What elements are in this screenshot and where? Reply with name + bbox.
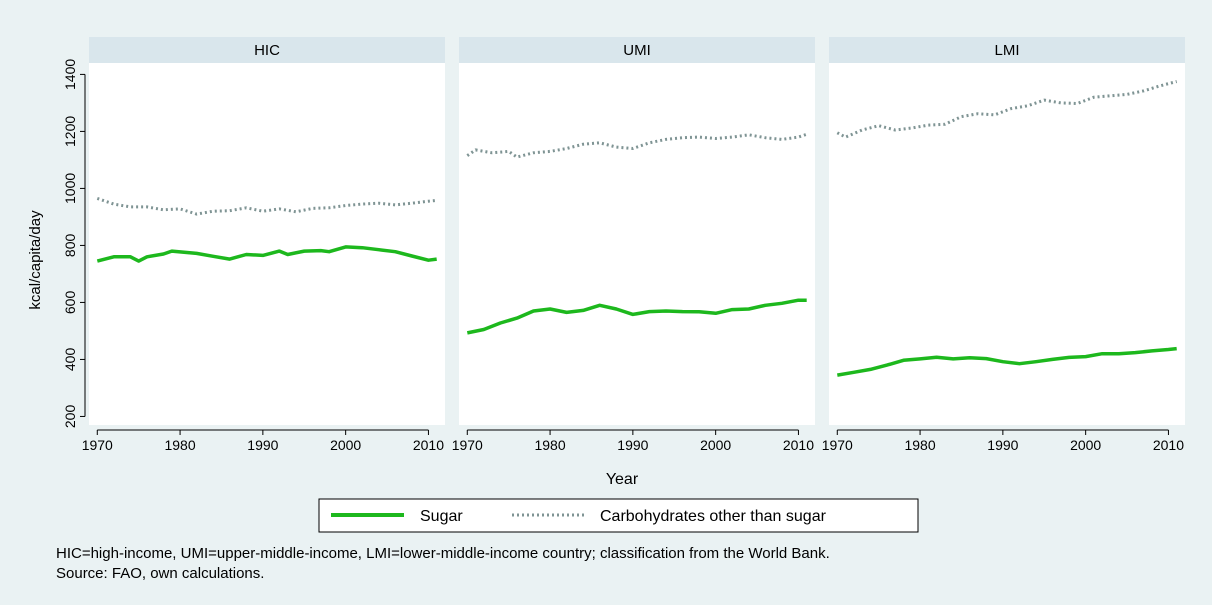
- panel-title: HIC: [254, 42, 280, 59]
- y-tick-label: 400: [62, 348, 78, 372]
- x-tick-label: 2010: [413, 437, 444, 453]
- x-tick-label: 2010: [783, 437, 814, 453]
- panel-header: [89, 37, 445, 63]
- series-line-carbohydrates: [836, 80, 1178, 139]
- y-axis-label: kcal/capita/day: [27, 210, 44, 310]
- footnote-source: Source: FAO, own calculations.: [56, 565, 265, 582]
- x-tick-label: 1970: [82, 437, 113, 453]
- chart-panels: 200 400 600 800 1000 1200 1400 HIC 1970 1980 1990 2…: [62, 37, 1185, 453]
- panel-title: LMI: [994, 42, 1019, 59]
- plot-area: [829, 63, 1185, 425]
- x-tick-label: 1980: [164, 437, 195, 453]
- footnote-classification: HIC=high-income, UMI=upper-middle-income…: [56, 545, 830, 562]
- series-line-sugar: [96, 245, 437, 263]
- x-tick-label: 2010: [1153, 437, 1184, 453]
- legend-label-carbohydrates: Carbohydrates other than sugar: [600, 508, 827, 525]
- x-axis: 1970 1980 1990 2000 2010: [822, 429, 1184, 453]
- x-tick-label: 1980: [904, 437, 935, 453]
- x-axis: 1970 1980 1990 2000 2010: [82, 429, 444, 453]
- x-tick-label: 1980: [534, 437, 565, 453]
- x-axis-label: Year: [606, 471, 639, 488]
- x-tick-label: 2000: [330, 437, 361, 453]
- series-line-carbohydrates: [466, 132, 808, 159]
- panel-umi: UMI 1970 1980 1990 2000 2010: [452, 37, 815, 453]
- y-axis: 200 400 600 800 1000 1200 1400: [62, 59, 86, 429]
- x-axis: 1970 1980 1990 2000 2010: [452, 429, 814, 453]
- panel-lmi: LMI 1970 1980 1990 2000 2010: [822, 37, 1185, 453]
- plot-area: [89, 63, 445, 425]
- y-tick-label: 200: [62, 405, 78, 429]
- panel-header: [459, 37, 815, 63]
- legend-box: [318, 498, 919, 533]
- chart-legend: Sugar Carbohydrates other than sugar: [318, 498, 919, 533]
- y-tick-label: 1000: [62, 173, 78, 204]
- x-tick-label: 2000: [700, 437, 731, 453]
- panel-hic: HIC 1970 1980 1990 2000 2010: [82, 37, 445, 453]
- x-tick-label: 1990: [247, 437, 278, 453]
- y-tick-label: 1400: [62, 59, 78, 90]
- x-tick-label: 1990: [987, 437, 1018, 453]
- x-tick-label: 1970: [452, 437, 483, 453]
- y-tick-label: 600: [62, 291, 78, 315]
- x-tick-label: 2000: [1070, 437, 1101, 453]
- x-tick-label: 1970: [822, 437, 853, 453]
- y-tick-label: 800: [62, 234, 78, 258]
- y-tick-label: 1200: [62, 116, 78, 147]
- panel-title: UMI: [623, 42, 651, 59]
- panel-header: [829, 37, 1185, 63]
- legend-label-sugar: Sugar: [420, 508, 463, 525]
- x-tick-label: 1990: [617, 437, 648, 453]
- plot-area: [459, 63, 815, 425]
- series-line-sugar: [837, 346, 1177, 377]
- series-line-sugar: [466, 298, 807, 335]
